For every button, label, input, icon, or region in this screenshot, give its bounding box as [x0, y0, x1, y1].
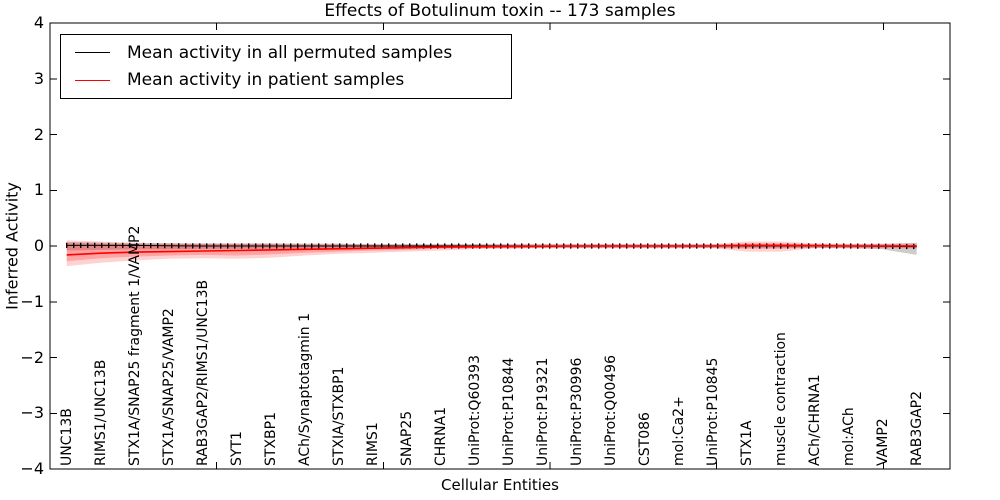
- x-category-label: STX1A/SNAP25/VAMP2: [160, 308, 177, 466]
- y-tick-label: −1: [20, 291, 44, 311]
- x-category-label: mol:Ca2+: [670, 396, 687, 466]
- x-category-label: ACh/CHRNA1: [806, 374, 823, 466]
- x-category-label: muscle contraction: [772, 332, 789, 466]
- y-tick-label: 1: [33, 180, 44, 200]
- x-category-label: ACh/Synaptotagmin 1: [296, 313, 313, 466]
- y-tick-label: −2: [20, 347, 44, 367]
- x-category-label: STX1A/SNAP25 fragment 1/VAMP2: [126, 225, 143, 466]
- x-category-label: UniProt:Q00496: [602, 355, 619, 466]
- x-category-label: STXIA/STXBP1: [330, 366, 347, 466]
- x-category-label: CST086: [636, 412, 653, 466]
- x-category-label: STXBP1: [262, 412, 279, 466]
- x-category-label: STX1A: [738, 420, 755, 466]
- x-category-label: RIMS1/UNC13B: [92, 359, 109, 466]
- x-category-label: SNAP25: [398, 410, 415, 466]
- x-category-label: RAB3GAP2: [908, 390, 925, 466]
- y-tick-label: 3: [33, 68, 44, 88]
- x-category-label: VAMP2: [874, 418, 891, 466]
- y-tick-label: 0: [33, 236, 44, 255]
- legend: Mean activity in all permuted samples Me…: [60, 34, 512, 99]
- x-category-label: RIMS1: [364, 422, 381, 466]
- x-category-label: mol:ACh: [840, 407, 857, 466]
- legend-red-line-sample: [75, 79, 110, 81]
- legend-entry-patient: Mean activity in patient samples: [61, 70, 511, 90]
- y-tick-label: 4: [33, 13, 44, 32]
- x-category-label: UniProt:P30996: [568, 357, 585, 466]
- x-category-label: UniProt:P10844: [500, 357, 517, 466]
- y-tick-label: −4: [20, 459, 44, 478]
- legend-label-permuted: Mean activity in all permuted samples: [127, 42, 453, 63]
- chart-title: Effects of Botulinum toxin -- 173 sample…: [324, 1, 676, 21]
- y-tick-label: −3: [20, 403, 44, 423]
- x-category-label: UniProt:P10845: [704, 357, 721, 466]
- y-tick-label: 2: [33, 124, 44, 144]
- axis-ticks: [50, 22, 950, 470]
- x-category-label: CHRNA1: [432, 407, 449, 466]
- x-axis-label: Cellular Entities: [441, 476, 559, 494]
- x-category-label: SYT1: [228, 431, 245, 466]
- x-category-label: UNC13B: [58, 408, 75, 466]
- patient-mean-line: [66, 244, 917, 256]
- legend-entry-permuted: Mean activity in all permuted samples: [61, 43, 511, 63]
- x-category-label: UniProt:P19321: [534, 357, 551, 466]
- x-category-label: RAB3GAP2/RIMS1/UNC13B: [194, 279, 211, 466]
- legend-label-patient: Mean activity in patient samples: [127, 70, 405, 91]
- x-category-label: UniProt:Q60393: [466, 355, 483, 466]
- legend-black-line-sample: [75, 52, 110, 54]
